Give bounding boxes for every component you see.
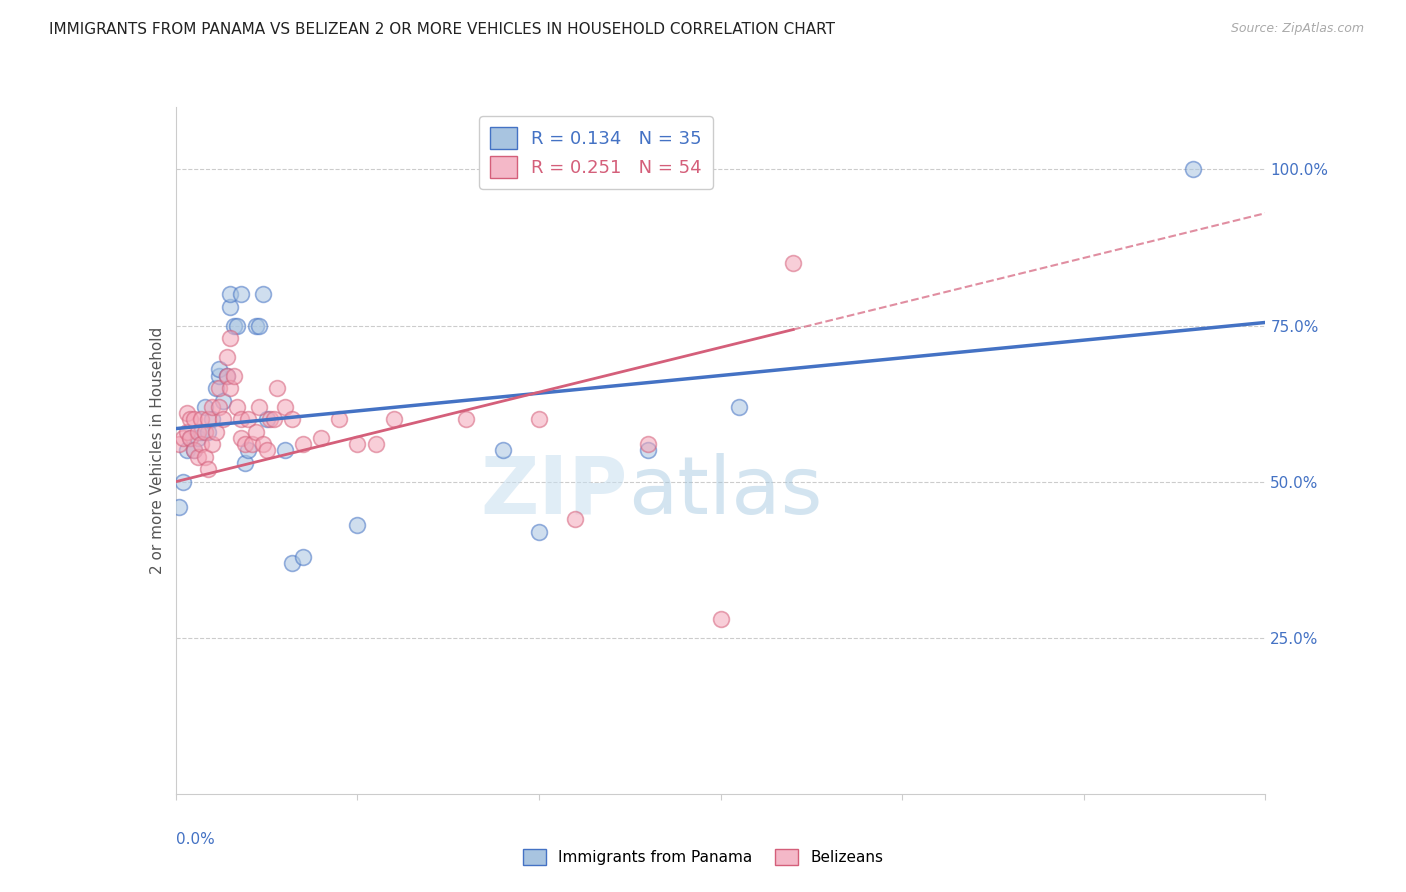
- Point: [183, 443, 205, 458]
- Point: [219, 331, 242, 345]
- Point: [219, 381, 242, 395]
- Point: [183, 443, 205, 458]
- Text: ZIP: ZIP: [481, 452, 628, 531]
- Point: [240, 437, 263, 451]
- Point: [527, 412, 550, 426]
- Point: [382, 412, 405, 426]
- Point: [204, 381, 226, 395]
- Point: [238, 412, 260, 426]
- Point: [201, 400, 224, 414]
- Point: [172, 475, 194, 489]
- Point: [231, 412, 253, 426]
- Point: [238, 443, 260, 458]
- Point: [219, 287, 242, 301]
- Point: [222, 318, 245, 333]
- Point: [328, 412, 350, 426]
- Point: [291, 549, 314, 564]
- Point: [212, 412, 235, 426]
- Point: [194, 425, 217, 439]
- Point: [1181, 162, 1204, 177]
- Point: [527, 524, 550, 539]
- Point: [222, 368, 245, 383]
- Point: [212, 393, 235, 408]
- Point: [179, 412, 201, 426]
- Point: [245, 318, 267, 333]
- Point: [346, 518, 368, 533]
- Point: [169, 500, 191, 514]
- Point: [208, 368, 231, 383]
- Point: [219, 300, 242, 314]
- Point: [492, 443, 515, 458]
- Point: [252, 437, 274, 451]
- Point: [226, 400, 249, 414]
- Point: [179, 431, 201, 445]
- Point: [197, 462, 219, 476]
- Point: [291, 437, 314, 451]
- Point: [245, 425, 267, 439]
- Point: [176, 443, 198, 458]
- Point: [266, 381, 288, 395]
- Point: [179, 431, 201, 445]
- Point: [197, 425, 219, 439]
- Point: [194, 450, 217, 464]
- Point: [197, 412, 219, 426]
- Point: [208, 400, 231, 414]
- Point: [256, 412, 278, 426]
- Point: [233, 456, 256, 470]
- Text: IMMIGRANTS FROM PANAMA VS BELIZEAN 2 OR MORE VEHICLES IN HOUSEHOLD CORRELATION C: IMMIGRANTS FROM PANAMA VS BELIZEAN 2 OR …: [49, 22, 835, 37]
- Point: [364, 437, 387, 451]
- Point: [176, 425, 198, 439]
- Point: [309, 431, 332, 445]
- Point: [782, 256, 804, 270]
- Point: [190, 425, 212, 439]
- Point: [169, 437, 191, 451]
- Point: [190, 437, 212, 451]
- Point: [215, 368, 238, 383]
- Point: [231, 287, 253, 301]
- Point: [231, 431, 253, 445]
- Point: [281, 412, 304, 426]
- Point: [226, 318, 249, 333]
- Point: [186, 431, 209, 445]
- Point: [172, 431, 194, 445]
- Point: [186, 425, 209, 439]
- Point: [208, 381, 231, 395]
- Point: [201, 437, 224, 451]
- Point: [183, 412, 205, 426]
- Point: [194, 400, 217, 414]
- Y-axis label: 2 or more Vehicles in Household: 2 or more Vehicles in Household: [149, 326, 165, 574]
- Point: [186, 450, 209, 464]
- Point: [281, 556, 304, 570]
- Point: [637, 437, 659, 451]
- Point: [252, 287, 274, 301]
- Text: atlas: atlas: [628, 452, 823, 531]
- Point: [274, 443, 297, 458]
- Point: [256, 443, 278, 458]
- Point: [247, 318, 270, 333]
- Text: 0.0%: 0.0%: [176, 831, 215, 847]
- Point: [564, 512, 586, 526]
- Point: [176, 406, 198, 420]
- Point: [208, 362, 231, 376]
- Point: [215, 368, 238, 383]
- Point: [346, 437, 368, 451]
- Point: [710, 612, 733, 626]
- Point: [247, 400, 270, 414]
- Point: [263, 412, 285, 426]
- Point: [204, 425, 226, 439]
- Point: [274, 400, 297, 414]
- Point: [259, 412, 281, 426]
- Text: Source: ZipAtlas.com: Source: ZipAtlas.com: [1230, 22, 1364, 36]
- Point: [727, 400, 749, 414]
- Legend: Immigrants from Panama, Belizeans: Immigrants from Panama, Belizeans: [516, 843, 890, 871]
- Point: [190, 412, 212, 426]
- Point: [637, 443, 659, 458]
- Point: [233, 437, 256, 451]
- Point: [215, 350, 238, 364]
- Legend: R = 0.134   N = 35, R = 0.251   N = 54: R = 0.134 N = 35, R = 0.251 N = 54: [479, 116, 713, 189]
- Point: [201, 412, 224, 426]
- Point: [456, 412, 478, 426]
